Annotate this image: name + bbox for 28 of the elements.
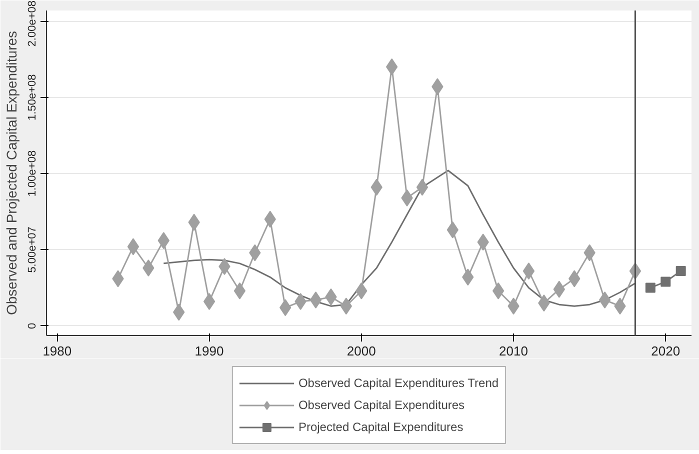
x-tick-label: 2000 xyxy=(346,344,376,358)
point xyxy=(676,266,686,276)
legend-label: Projected Capital Expenditures xyxy=(298,420,464,434)
x-tick-label: 1990 xyxy=(194,344,224,358)
y-tick-label: 5.00e+07 xyxy=(26,226,38,273)
legend-label: Observed Capital Expenditures xyxy=(298,398,465,412)
point xyxy=(127,238,140,256)
point xyxy=(492,282,504,300)
legend-label: Observed Capital Expenditures Trend xyxy=(298,376,499,390)
point xyxy=(310,292,322,308)
point xyxy=(522,262,535,280)
y-tick-label: 2.00e+08 xyxy=(26,0,38,47)
x-tick-label: 1980 xyxy=(42,344,72,358)
x-tick-label: 2010 xyxy=(499,344,528,358)
y-tick-label: 0 xyxy=(26,322,38,329)
point xyxy=(142,260,154,276)
point xyxy=(386,58,398,76)
point xyxy=(234,282,246,300)
point xyxy=(598,292,611,308)
y-axis-title: Observed and Projected Capital Expenditures xyxy=(4,30,20,316)
point xyxy=(660,276,671,287)
y-tick-label: 1.00e+08 xyxy=(26,150,38,197)
x-tick-label: 2020 xyxy=(651,344,680,358)
point xyxy=(203,293,216,310)
point xyxy=(340,298,352,315)
point xyxy=(416,178,428,196)
point xyxy=(645,282,656,293)
y-tick-label: 1.50e+08 xyxy=(26,74,38,120)
